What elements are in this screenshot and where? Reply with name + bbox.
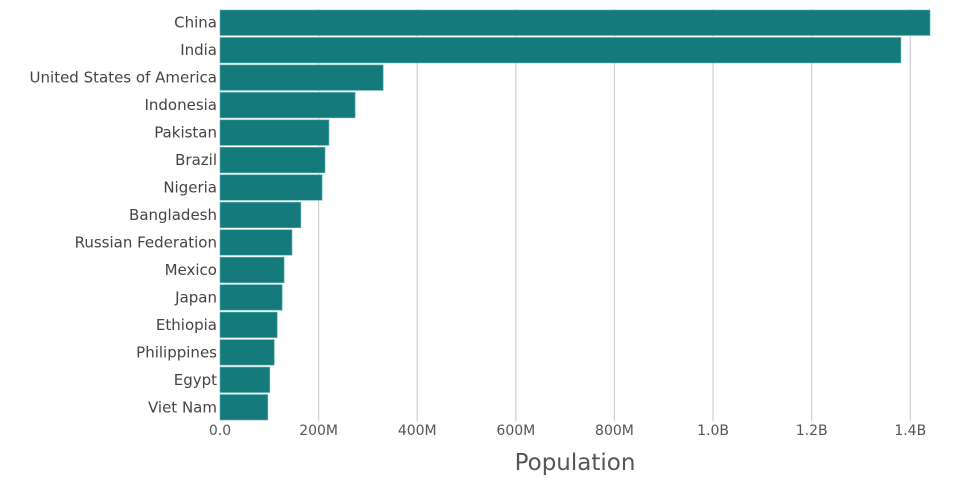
x-tick-label: 600M (496, 423, 535, 439)
category-label: Egypt (174, 371, 217, 389)
category-label: Philippines (136, 343, 217, 361)
x-tick-label: 200M (299, 423, 338, 439)
category-label: Indonesia (144, 96, 217, 114)
bar (219, 64, 384, 91)
bar (219, 201, 302, 229)
x-tick-label: 0.0 (209, 423, 231, 439)
bar (219, 394, 269, 421)
bars (219, 9, 931, 421)
bar (219, 229, 293, 256)
category-label: China (174, 14, 217, 32)
gridlines (318, 9, 911, 421)
x-axis-title: Population (515, 450, 636, 476)
x-tick-label: 1.2B (796, 423, 828, 439)
category-label: Ethiopia (156, 316, 217, 334)
category-label: Viet Nam (148, 398, 217, 416)
bar (219, 37, 902, 64)
category-label: Brazil (175, 151, 217, 169)
bar (219, 92, 356, 119)
category-label: Mexico (165, 261, 217, 279)
x-tick-label: 1.0B (697, 423, 729, 439)
category-label: India (180, 41, 217, 59)
x-tick-label: 400M (398, 423, 437, 439)
category-label: Russian Federation (75, 233, 217, 251)
bar (219, 256, 285, 283)
bar (219, 366, 271, 393)
category-label: Japan (174, 288, 217, 306)
bar (219, 9, 931, 36)
category-label: Bangladesh (129, 206, 217, 224)
bar (219, 147, 326, 174)
bar (219, 174, 323, 201)
bar (219, 339, 275, 366)
x-tick-label: 800M (595, 423, 634, 439)
category-label: Pakistan (154, 124, 217, 142)
bar (219, 311, 278, 338)
bar (219, 119, 330, 146)
bar (219, 284, 283, 311)
category-labels: China India United States of America Indone… (30, 14, 218, 417)
x-tick-label: 1.4B (894, 423, 926, 439)
x-tick-labels: 0.0 200M 400M 600M 800M 1.0B 1.2B 1.4B (209, 423, 926, 439)
category-label: United States of America (30, 69, 217, 87)
category-label: Nigeria (163, 179, 217, 197)
